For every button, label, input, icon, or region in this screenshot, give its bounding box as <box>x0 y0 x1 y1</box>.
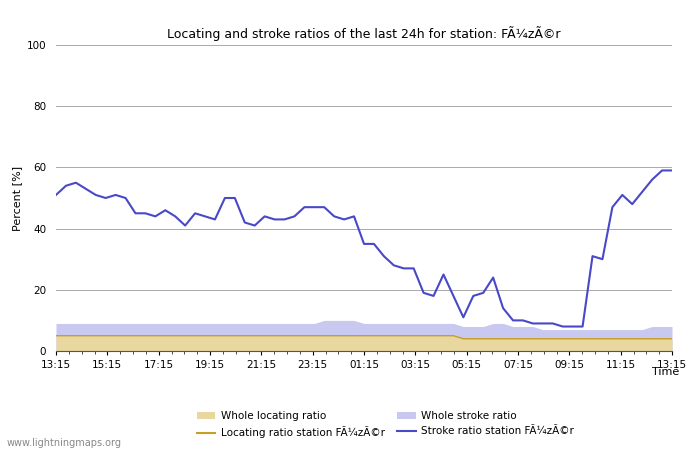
Text: www.lightningmaps.org: www.lightningmaps.org <box>7 438 122 448</box>
Y-axis label: Percent [%]: Percent [%] <box>13 166 22 230</box>
Legend: Whole locating ratio, Locating ratio station FÃ¼zÃ©r, Whole stroke ratio, Stroke: Whole locating ratio, Locating ratio sta… <box>197 411 574 438</box>
Text: Time: Time <box>652 367 679 377</box>
Title: Locating and stroke ratios of the last 24h for station: FÃ¼zÃ©r: Locating and stroke ratios of the last 2… <box>167 26 561 41</box>
